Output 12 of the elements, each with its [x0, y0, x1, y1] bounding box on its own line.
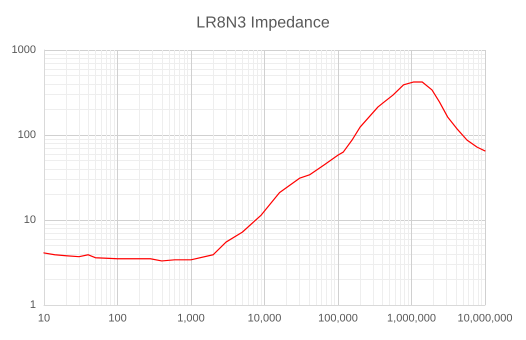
x-tick-label: 10 [38, 312, 50, 324]
x-tick-label: 10,000 [248, 312, 282, 324]
x-tick-label: 1,000 [177, 312, 205, 324]
x-tick-label: 100,000 [318, 312, 358, 324]
y-tick-label: 100 [18, 129, 36, 141]
chart-title: LR8N3 Impedance [196, 14, 330, 32]
y-tick-label: 10 [24, 214, 36, 226]
y-tick-label: 1000 [12, 44, 36, 56]
x-tick-label: 10,000,000 [457, 312, 513, 324]
x-tick-label: 100 [108, 312, 127, 324]
x-tick-label: 1,000,000 [387, 312, 436, 324]
y-tick-label: 1 [30, 299, 36, 311]
